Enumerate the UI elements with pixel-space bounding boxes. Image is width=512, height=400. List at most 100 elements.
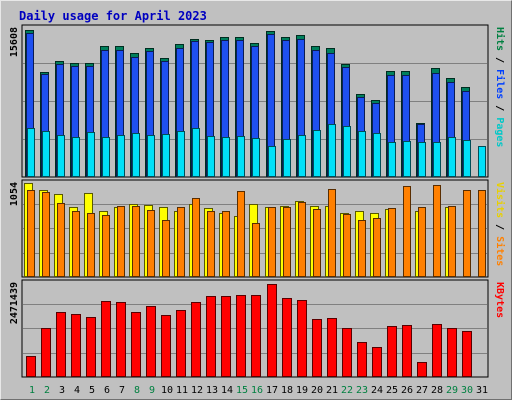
bar-pages-6 <box>102 137 110 177</box>
bar-kbytes-24 <box>372 347 382 377</box>
bar-kbytes-23 <box>357 342 367 377</box>
bar-sites-9 <box>147 210 155 277</box>
bar-kbytes-3 <box>56 312 66 377</box>
x-tick-label: 9 <box>149 385 155 396</box>
bar-pages-4 <box>72 137 80 177</box>
bar-kbytes-7 <box>116 302 126 377</box>
bar-kbytes-1 <box>26 356 36 377</box>
bar-kbytes-5 <box>86 317 96 377</box>
x-tick-label: 2 <box>44 385 50 396</box>
bar-pages-17 <box>268 146 276 177</box>
bar-pages-20 <box>313 130 321 177</box>
bar-sites-20 <box>313 209 321 277</box>
x-tick-label: 22 <box>341 385 353 396</box>
bar-kbytes-30 <box>462 331 472 377</box>
bar-pages-19 <box>298 135 306 177</box>
legend-entry: Pages <box>494 117 505 147</box>
legend-entry: Sites <box>494 236 506 266</box>
bar-sites-22 <box>343 214 351 277</box>
x-tick-label: 15 <box>236 385 248 396</box>
x-tick-label: 14 <box>221 385 233 396</box>
bar-pages-16 <box>252 138 260 177</box>
bar-pages-8 <box>132 133 140 177</box>
bar-kbytes-2 <box>41 328 51 377</box>
bar-sites-12 <box>192 198 200 277</box>
bar-sites-19 <box>298 202 306 277</box>
x-tick-label: 6 <box>104 385 110 396</box>
bar-kbytes-8 <box>131 312 141 377</box>
x-tick-label: 20 <box>311 385 323 396</box>
bar-sites-29 <box>448 206 456 277</box>
bar-kbytes-25 <box>387 326 397 377</box>
x-tick-label: 17 <box>266 385 278 396</box>
panel-visits-max-label: 1054 <box>9 182 20 206</box>
x-tick-label: 28 <box>431 385 443 396</box>
bar-pages-22 <box>343 126 351 177</box>
x-tick-label: 31 <box>476 385 488 396</box>
bar-kbytes-17 <box>267 284 277 377</box>
series-files <box>26 33 470 177</box>
x-tick-label: 27 <box>416 385 428 396</box>
bar-pages-26 <box>403 141 411 177</box>
bar-kbytes-19 <box>297 300 307 377</box>
bar-sites-15 <box>237 191 245 277</box>
panel-kbytes: 2471439 KBytes <box>9 279 505 378</box>
bar-pages-30 <box>463 140 471 177</box>
bar-pages-10 <box>162 134 170 177</box>
bar-kbytes-26 <box>402 325 412 377</box>
panel-visits-legend: Visits / Sites <box>494 182 506 266</box>
bar-sites-10 <box>162 220 170 277</box>
bar-sites-21 <box>328 189 336 277</box>
bar-kbytes-16 <box>251 295 261 377</box>
bar-sites-24 <box>373 218 381 277</box>
legend-entry: / <box>494 51 505 69</box>
bar-pages-12 <box>192 128 200 177</box>
bar-sites-4 <box>72 211 80 277</box>
bar-pages-11 <box>177 131 185 177</box>
bar-pages-15 <box>237 136 245 177</box>
bar-kbytes-6 <box>101 301 111 377</box>
bar-pages-18 <box>283 139 291 177</box>
chart-title: Daily usage for April 2023 <box>19 9 207 23</box>
bar-kbytes-4 <box>71 314 81 377</box>
bar-pages-23 <box>358 131 366 177</box>
x-tick-label: 18 <box>281 385 293 396</box>
bar-pages-29 <box>448 137 456 177</box>
bar-pages-21 <box>328 124 336 177</box>
bar-sites-25 <box>388 208 396 277</box>
bar-sites-17 <box>268 207 276 277</box>
bar-kbytes-10 <box>161 315 171 377</box>
x-tick-label: 24 <box>371 385 383 396</box>
bar-sites-5 <box>87 213 95 277</box>
bar-sites-11 <box>177 207 185 277</box>
bar-pages-5 <box>87 132 95 177</box>
x-tick-label: 21 <box>326 385 338 396</box>
bar-pages-2 <box>42 131 50 177</box>
legend-entry: Files <box>494 69 506 99</box>
bar-sites-30 <box>463 190 471 277</box>
x-tick-label: 7 <box>119 385 125 396</box>
bar-sites-31 <box>478 190 486 277</box>
panel-kbytes-max-label: 2471439 <box>9 282 20 324</box>
bar-kbytes-27 <box>417 362 427 377</box>
bar-pages-28 <box>433 142 441 177</box>
x-tick-label: 19 <box>296 385 308 396</box>
series-pages <box>27 124 486 177</box>
bar-kbytes-28 <box>432 324 442 377</box>
bar-kbytes-11 <box>176 310 186 377</box>
bar-sites-6 <box>102 215 110 277</box>
bar-sites-16 <box>252 223 260 277</box>
panel-hits-legend: Hits / Files / Pages <box>494 27 506 147</box>
bar-kbytes-13 <box>206 296 216 377</box>
bar-sites-27 <box>418 207 426 277</box>
legend-entry: Hits <box>494 27 506 51</box>
bar-pages-27 <box>418 142 426 177</box>
x-tick-label: 29 <box>446 385 458 396</box>
bar-sites-2 <box>42 192 50 277</box>
bar-kbytes-18 <box>282 298 292 377</box>
panel-hits-max-label: 15608 <box>9 27 20 57</box>
x-tick-label: 4 <box>74 385 80 396</box>
bar-sites-18 <box>283 207 291 277</box>
x-tick-label: 3 <box>59 385 65 396</box>
